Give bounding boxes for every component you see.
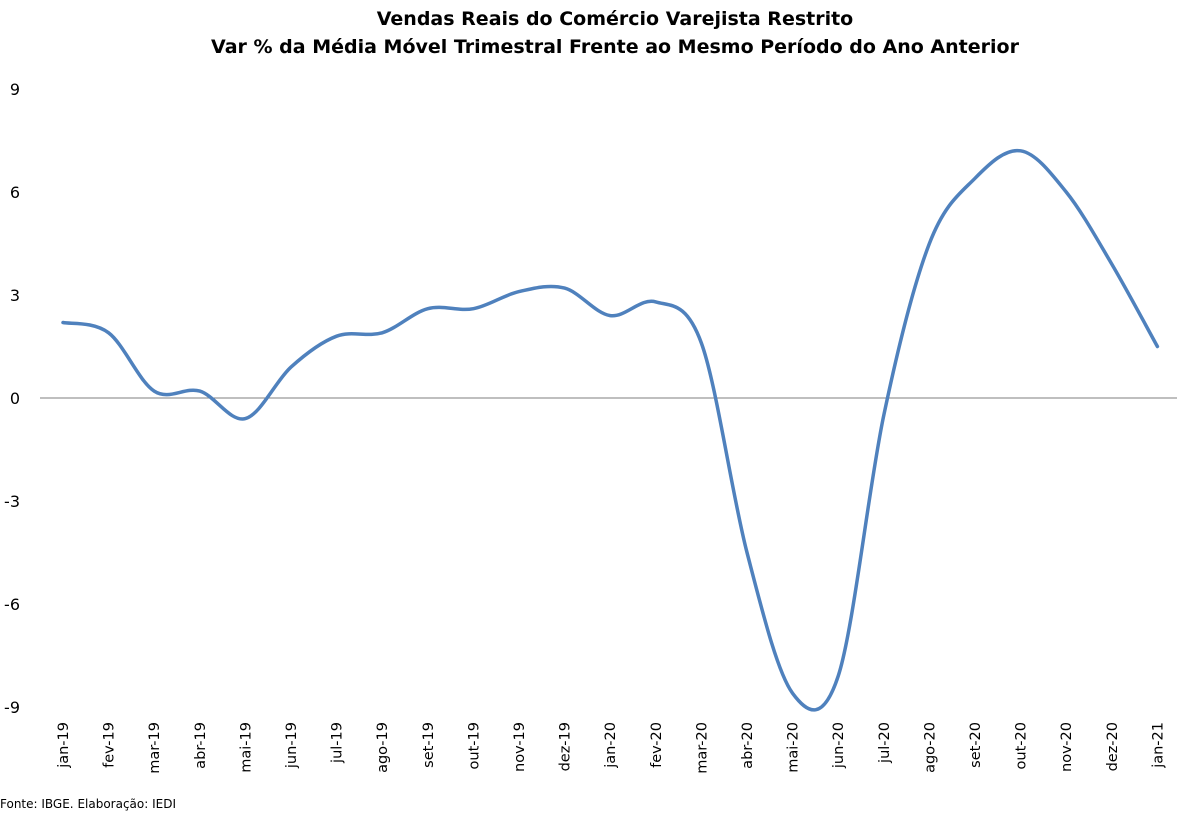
x-tick-label: jun-20 <box>831 722 847 769</box>
x-tick-label: dez-20 <box>1105 722 1121 771</box>
x-tick-label: fev-19 <box>102 722 118 768</box>
y-tick-label: 6 <box>10 183 20 202</box>
data-point <box>1019 149 1022 152</box>
data-point <box>746 551 749 554</box>
data-point <box>563 287 566 290</box>
x-tick-label: set-19 <box>421 722 437 768</box>
y-tick-label: -9 <box>4 698 20 717</box>
data-point <box>472 307 475 310</box>
data-point <box>62 321 65 324</box>
x-tick-label: mar-20 <box>694 722 710 774</box>
data-point <box>974 177 977 180</box>
data-point <box>153 390 156 393</box>
x-tick-label: mar-19 <box>147 722 163 774</box>
x-tick-label: abr-20 <box>740 722 756 769</box>
data-point <box>791 692 794 695</box>
y-tick-label: 3 <box>10 286 20 305</box>
x-tick-label: jan-21 <box>1150 722 1166 769</box>
y-tick-label: 0 <box>10 389 20 408</box>
data-point <box>290 366 293 369</box>
chart-title: Vendas Reais do Comércio Varejista Restr… <box>376 8 854 30</box>
data-point <box>1065 191 1068 194</box>
chart-subtitle: Var % da Média Móvel Trimestral Frente a… <box>211 36 1019 58</box>
data-point <box>654 300 657 303</box>
x-tick-label: jul-19 <box>330 722 346 764</box>
x-tick-label: fev-20 <box>649 722 665 768</box>
x-tick-label: jun-19 <box>284 722 300 769</box>
source-note: Fonte: IBGE. Elaboração: IEDI <box>0 797 177 811</box>
y-tick-label: 9 <box>10 80 20 99</box>
y-tick-label: -6 <box>4 595 20 614</box>
data-point <box>107 331 110 334</box>
x-tick-label: ago-20 <box>922 722 938 773</box>
data-point <box>1156 345 1159 348</box>
x-tick-label: out-20 <box>1014 722 1030 769</box>
x-tick-label: out-19 <box>466 722 482 769</box>
series-line <box>61 148 1160 712</box>
x-tick-label: jul-20 <box>877 722 893 764</box>
x-tick-label: abr-19 <box>193 722 209 769</box>
x-tick-label: ago-19 <box>375 722 391 773</box>
data-point <box>1110 263 1113 266</box>
data-point <box>426 307 429 310</box>
x-tick-label: mai-20 <box>786 722 802 773</box>
x-tick-label: dez-19 <box>558 722 574 771</box>
x-tick-label: mai-19 <box>238 722 254 773</box>
data-point <box>335 335 338 338</box>
data-point <box>518 290 521 293</box>
x-tick-label: jan-20 <box>603 722 619 769</box>
x-tick-label: set-20 <box>968 722 984 768</box>
data-point <box>928 242 931 245</box>
data-point <box>882 414 885 417</box>
data-point <box>609 314 612 317</box>
x-tick-label: nov-20 <box>1059 722 1075 772</box>
y-tick-label: -3 <box>4 492 20 511</box>
x-tick-label: nov-19 <box>512 722 528 772</box>
data-point <box>700 342 703 345</box>
data-point <box>837 675 840 678</box>
data-point <box>244 417 247 420</box>
x-tick-label: jan-19 <box>56 722 72 769</box>
data-point <box>381 331 384 334</box>
data-point <box>198 390 201 393</box>
